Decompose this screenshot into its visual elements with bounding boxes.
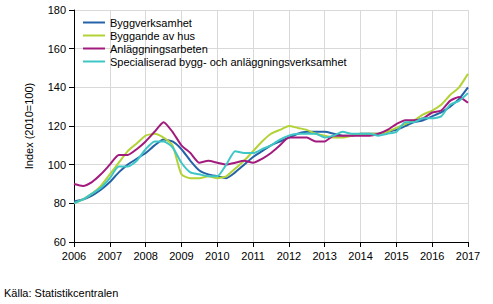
svg-text:2011: 2011: [241, 250, 265, 262]
svg-text:Index (2010=100): Index (2010=100): [23, 83, 35, 170]
svg-text:160: 160: [48, 43, 66, 55]
svg-text:2008: 2008: [133, 250, 157, 262]
svg-text:60: 60: [54, 236, 66, 248]
svg-text:2013: 2013: [312, 250, 336, 262]
svg-text:2015: 2015: [384, 250, 408, 262]
svg-text:140: 140: [48, 81, 66, 93]
svg-text:Källa: Statistikcentralen: Källa: Statistikcentralen: [4, 287, 118, 299]
svg-text:180: 180: [48, 4, 66, 16]
svg-text:2007: 2007: [98, 250, 122, 262]
svg-text:2006: 2006: [62, 250, 86, 262]
svg-text:2014: 2014: [348, 250, 372, 262]
svg-text:2017: 2017: [456, 250, 480, 262]
svg-text:Specialiserad bygg- och anlägg: Specialiserad bygg- och anläggningsverks…: [110, 56, 347, 68]
svg-text:Anläggningsarbeten: Anläggningsarbeten: [110, 43, 208, 55]
svg-text:2010: 2010: [205, 250, 229, 262]
svg-text:120: 120: [48, 120, 66, 132]
svg-text:2012: 2012: [277, 250, 301, 262]
svg-text:Byggverksamhet: Byggverksamhet: [110, 17, 192, 29]
svg-text:Byggande av hus: Byggande av hus: [110, 30, 196, 42]
svg-text:80: 80: [54, 197, 66, 209]
svg-text:2016: 2016: [420, 250, 444, 262]
svg-text:2009: 2009: [169, 250, 193, 262]
svg-text:100: 100: [48, 159, 66, 171]
